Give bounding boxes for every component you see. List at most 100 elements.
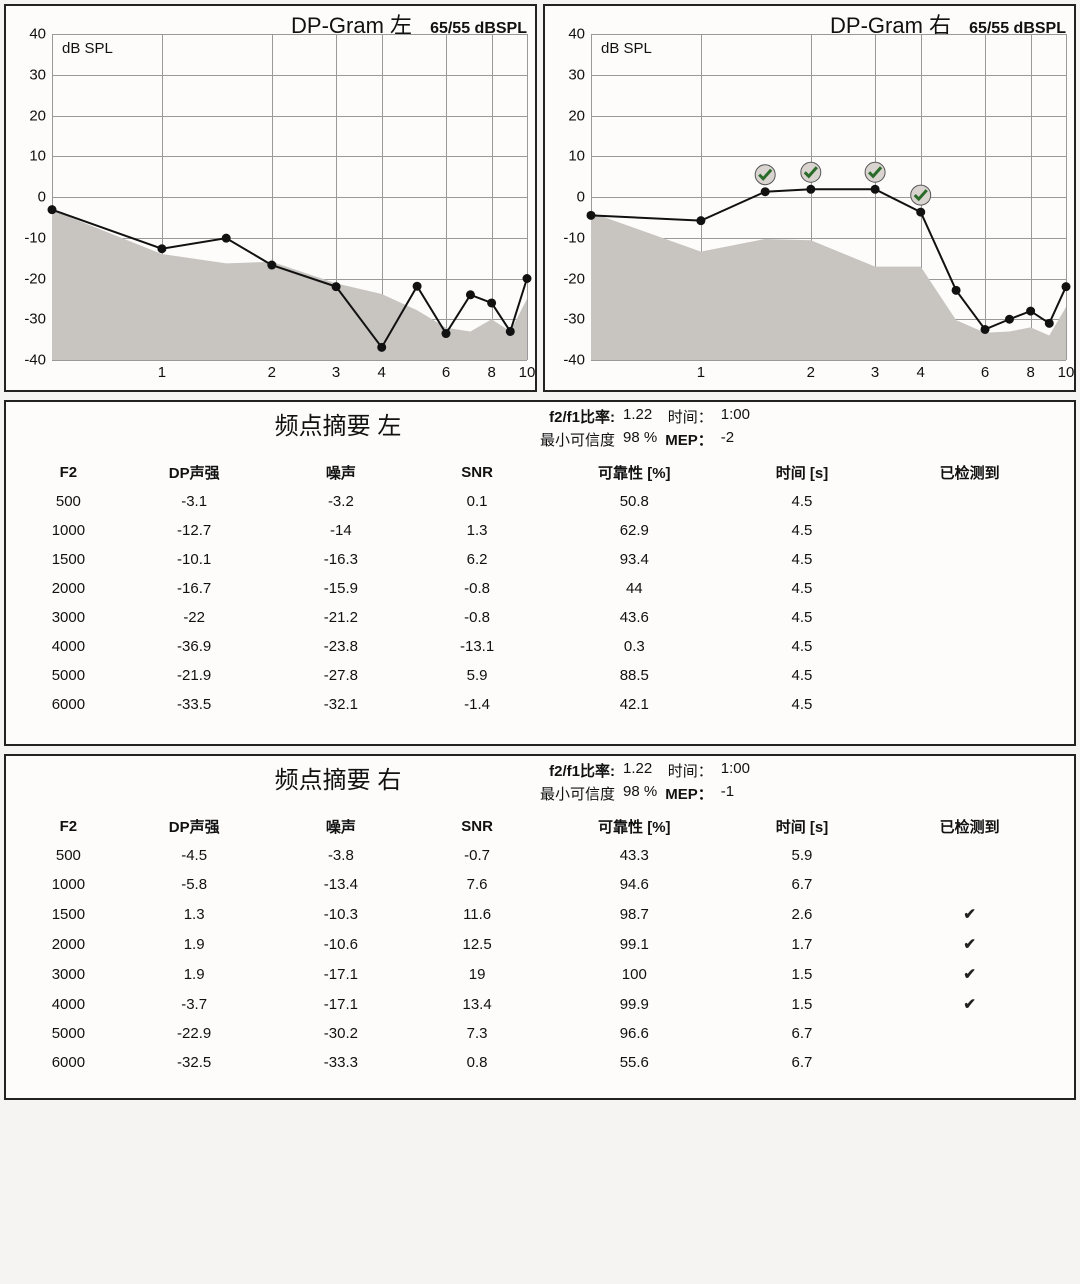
cell-snr: 1.3 [414,516,540,545]
chart-right-area: dB SPL kHz 403020100-10-20-30-4012346810 [591,34,1066,360]
cell-reliability: 42.1 [540,690,729,719]
cell-reliability: 62.9 [540,516,729,545]
cell-detected [875,690,1064,719]
meta-minconf-value: 98 % [623,783,657,804]
cell-snr: 5.9 [414,661,540,690]
col-f2: F2 [16,458,121,487]
table-row: 5000-21.9-27.85.988.54.5 [16,661,1064,690]
cell-time: 4.5 [729,661,876,690]
col-f2: F2 [16,812,121,841]
x-tick-label: 3 [871,360,879,381]
y-tick-label: -40 [563,352,591,369]
cell-detected [875,574,1064,603]
cell-noise: -32.1 [268,690,415,719]
x-tick-label: 8 [487,360,495,381]
cell-noise: -16.3 [268,545,415,574]
y-tick-label: 20 [568,107,591,124]
summary-right-meta: f2/f1比率: 1.22 时间： 1:00 最小可信度 98 % MEP： -… [540,760,1064,804]
chart-left-area: dB SPL kHz 403020100-10-20-30-4012346810 [52,34,527,360]
cell-detected: ✔ [875,989,1064,1019]
y-tick-label: 10 [29,148,52,165]
cell-dp: -16.7 [121,574,268,603]
summary-right-table: F2DP声强噪声SNR可靠性 [%]时间 [s]已检测到500-4.5-3.8-… [16,812,1064,1077]
cell-detected: ✔ [875,929,1064,959]
cell-snr: 12.5 [414,929,540,959]
col-noise: 噪声 [268,458,415,487]
cell-time: 6.7 [729,1048,876,1077]
cell-dp: -3.7 [121,989,268,1019]
cell-time: 6.7 [729,870,876,899]
table-row: 2000-16.7-15.9-0.8444.5 [16,574,1064,603]
cell-detected: ✔ [875,899,1064,929]
summary-left-title: 频点摘要 左 [16,406,540,441]
col-dp: DP声强 [121,458,268,487]
cell-snr: 0.1 [414,487,540,516]
cell-time: 6.7 [729,1019,876,1048]
cell-dp: -4.5 [121,841,268,870]
col-snr: SNR [414,458,540,487]
cell-snr: 7.3 [414,1019,540,1048]
cell-noise: -3.2 [268,487,415,516]
cell-detected [875,841,1064,870]
table-row: 20001.9-10.612.599.11.7✔ [16,929,1064,959]
cell-f2: 1500 [16,545,121,574]
meta-mep-label: MEP： [665,783,713,804]
cell-snr: -0.7 [414,841,540,870]
meta-ratio-label: f2/f1比率: [540,760,615,781]
y-tick-label: -20 [24,270,52,287]
y-tick-label: 0 [38,189,52,206]
y-tick-label: -30 [24,311,52,328]
meta-ratio-value: 1.22 [623,760,657,781]
cell-noise: -10.6 [268,929,415,959]
cell-reliability: 94.6 [540,870,729,899]
charts-row: DP-Gram 左 65/55 dBSPL dB SPL kHz 4030201… [4,4,1076,392]
cell-reliability: 43.3 [540,841,729,870]
cell-f2: 1000 [16,516,121,545]
cell-dp: -12.7 [121,516,268,545]
cell-dp: 1.9 [121,959,268,989]
cell-reliability: 93.4 [540,545,729,574]
col-time: 时间 [s] [729,812,876,841]
cell-snr: 0.8 [414,1048,540,1077]
cell-f2: 1500 [16,899,121,929]
cell-dp: 1.3 [121,899,268,929]
cell-reliability: 55.6 [540,1048,729,1077]
cell-reliability: 88.5 [540,661,729,690]
cell-snr: 13.4 [414,989,540,1019]
y-tick-label: 20 [29,107,52,124]
summary-left-table: F2DP声强噪声SNR可靠性 [%]时间 [s]已检测到500-3.1-3.20… [16,458,1064,719]
cell-dp: -5.8 [121,870,268,899]
cell-time: 4.5 [729,603,876,632]
meta-ratio-value: 1.22 [623,406,657,427]
cell-dp: 1.9 [121,929,268,959]
table-row: 4000-3.7-17.113.499.91.5✔ [16,989,1064,1019]
meta-time-label: 时间： [665,406,713,427]
table-row: 30001.9-17.1191001.5✔ [16,959,1064,989]
x-tick-label: 6 [981,360,989,381]
meta-mep-value: -1 [721,783,750,804]
meta-minconf-value: 98 % [623,429,657,450]
cell-snr: -0.8 [414,574,540,603]
detected-check-icon [911,185,931,205]
cell-snr: -0.8 [414,603,540,632]
meta-mep-value: -2 [721,429,750,450]
meta-time-label: 时间： [665,760,713,781]
cell-noise: -17.1 [268,959,415,989]
chart-right: DP-Gram 右 65/55 dBSPL dB SPL kHz 4030201… [543,4,1076,392]
cell-f2: 500 [16,841,121,870]
x-tick-label: 8 [1026,360,1034,381]
summary-right-title: 频点摘要 右 [16,760,540,795]
cell-detected [875,487,1064,516]
y-tick-label: 40 [29,26,52,43]
col-reliability: 可靠性 [%] [540,812,729,841]
y-tick-label: -10 [563,229,591,246]
cell-detected [875,603,1064,632]
table-row: 6000-32.5-33.30.855.66.7 [16,1048,1064,1077]
table-row: 6000-33.5-32.1-1.442.14.5 [16,690,1064,719]
cell-time: 1.5 [729,989,876,1019]
table-row: 5000-22.9-30.27.396.66.7 [16,1019,1064,1048]
cell-f2: 5000 [16,1019,121,1048]
col-time: 时间 [s] [729,458,876,487]
cell-reliability: 99.1 [540,929,729,959]
meta-minconf-label: 最小可信度 [540,429,615,450]
